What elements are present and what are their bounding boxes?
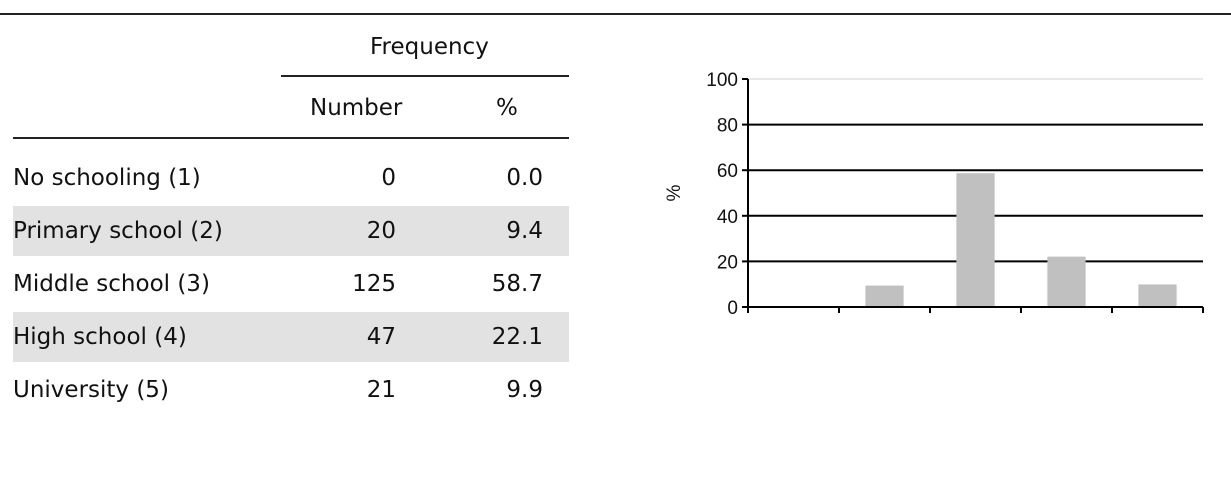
header-rule [13, 137, 569, 139]
row-label: High school (4) [13, 324, 187, 350]
y-tick-label: 100 [706, 70, 738, 91]
bar-chart: 02040608010012345% [664, 70, 1204, 319]
row-number: 20 [366, 218, 396, 244]
group-header-rule [281, 75, 569, 77]
table-row: No schooling (1) 0 0.0 [13, 153, 569, 203]
table-row: Primary school (2) 20 9.4 [13, 206, 569, 256]
row-percent: 22.1 [491, 324, 543, 350]
table-row: University (5) 21 9.9 [13, 365, 569, 415]
y-tick-label: 20 [717, 252, 738, 273]
table-row: High school (4) 47 22.1 [13, 312, 569, 362]
row-label: University (5) [13, 377, 169, 403]
row-number: 21 [366, 377, 396, 403]
y-tick-label: 40 [717, 207, 738, 228]
row-percent: 9.9 [506, 377, 543, 403]
row-percent: 58.7 [491, 271, 543, 297]
row-percent: 9.4 [506, 218, 543, 244]
frequency-group-header: Frequency [370, 34, 489, 60]
row-number: 0 [381, 165, 396, 191]
bar [865, 285, 904, 307]
row-number: 125 [352, 271, 396, 297]
bar [956, 173, 995, 307]
row-label: Middle school (3) [13, 271, 210, 297]
row-number: 47 [366, 324, 396, 350]
row-percent: 0.0 [506, 165, 543, 191]
table-row: Middle school (3) 125 58.7 [13, 259, 569, 309]
row-label: No schooling (1) [13, 165, 201, 191]
top-rule [0, 13, 1231, 15]
bar [1047, 256, 1086, 307]
row-label: Primary school (2) [13, 218, 223, 244]
y-axis-label: % [664, 184, 685, 201]
col-header-percent: % [496, 95, 518, 121]
y-tick-label: 60 [717, 161, 738, 182]
col-header-number: Number [310, 95, 403, 121]
y-tick-label: 0 [727, 298, 738, 319]
bar [1138, 284, 1177, 307]
y-tick-label: 80 [717, 116, 738, 137]
